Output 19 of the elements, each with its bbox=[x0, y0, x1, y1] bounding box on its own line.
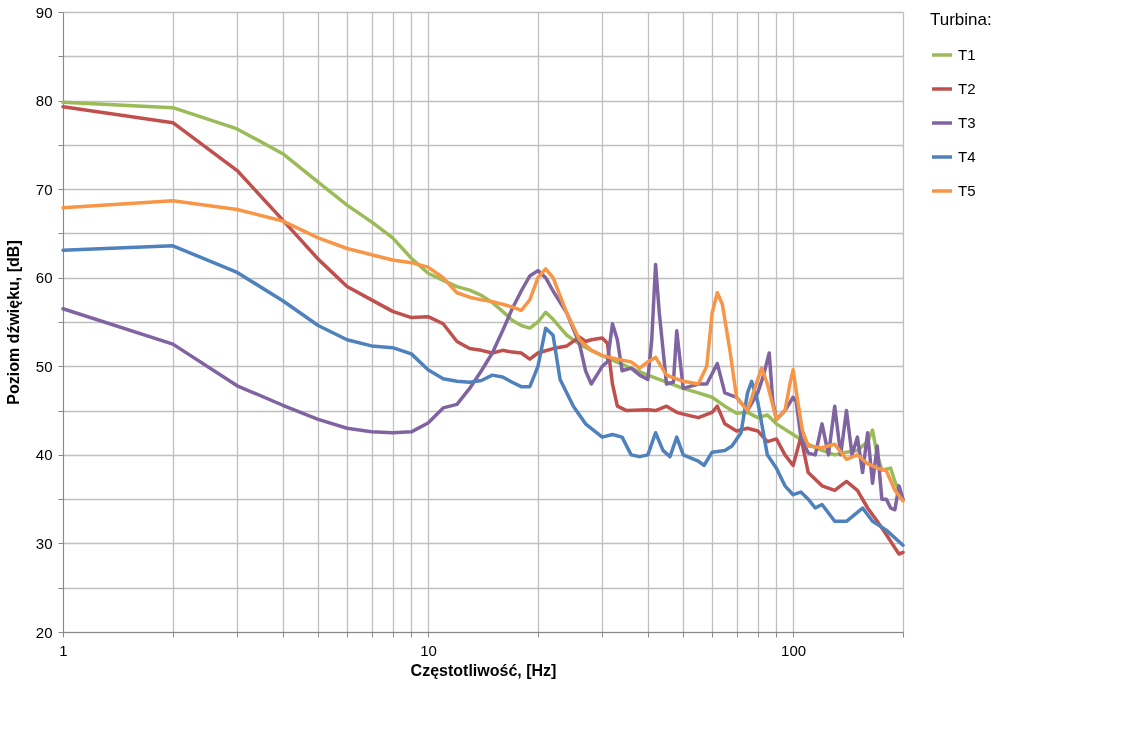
y-tick-label: 60 bbox=[35, 269, 53, 287]
y-tick-label: 50 bbox=[35, 357, 53, 375]
y-tick-label: 70 bbox=[35, 180, 53, 198]
y-tick-label: 80 bbox=[35, 92, 53, 110]
x-tick-label: 1 bbox=[59, 641, 68, 659]
legend-title: Turbina: bbox=[930, 10, 992, 29]
y-tick-label: 40 bbox=[35, 446, 53, 464]
legend-label: T4 bbox=[958, 148, 976, 165]
legend-label: T1 bbox=[958, 46, 976, 63]
legend-label: T5 bbox=[958, 182, 976, 199]
x-axis-title: Częstotliwość, [Hz] bbox=[410, 661, 557, 679]
y-tick-label: 20 bbox=[35, 623, 53, 641]
legend-label: T2 bbox=[958, 80, 976, 97]
x-tick-label: 100 bbox=[781, 641, 807, 659]
y-tick-label: 30 bbox=[35, 534, 53, 552]
y-axis-title: Poziom dźwięku, [dB] bbox=[4, 240, 22, 405]
x-tick-label: 10 bbox=[420, 641, 437, 659]
legend-label: T3 bbox=[958, 114, 976, 131]
y-tick-label: 90 bbox=[35, 3, 53, 21]
